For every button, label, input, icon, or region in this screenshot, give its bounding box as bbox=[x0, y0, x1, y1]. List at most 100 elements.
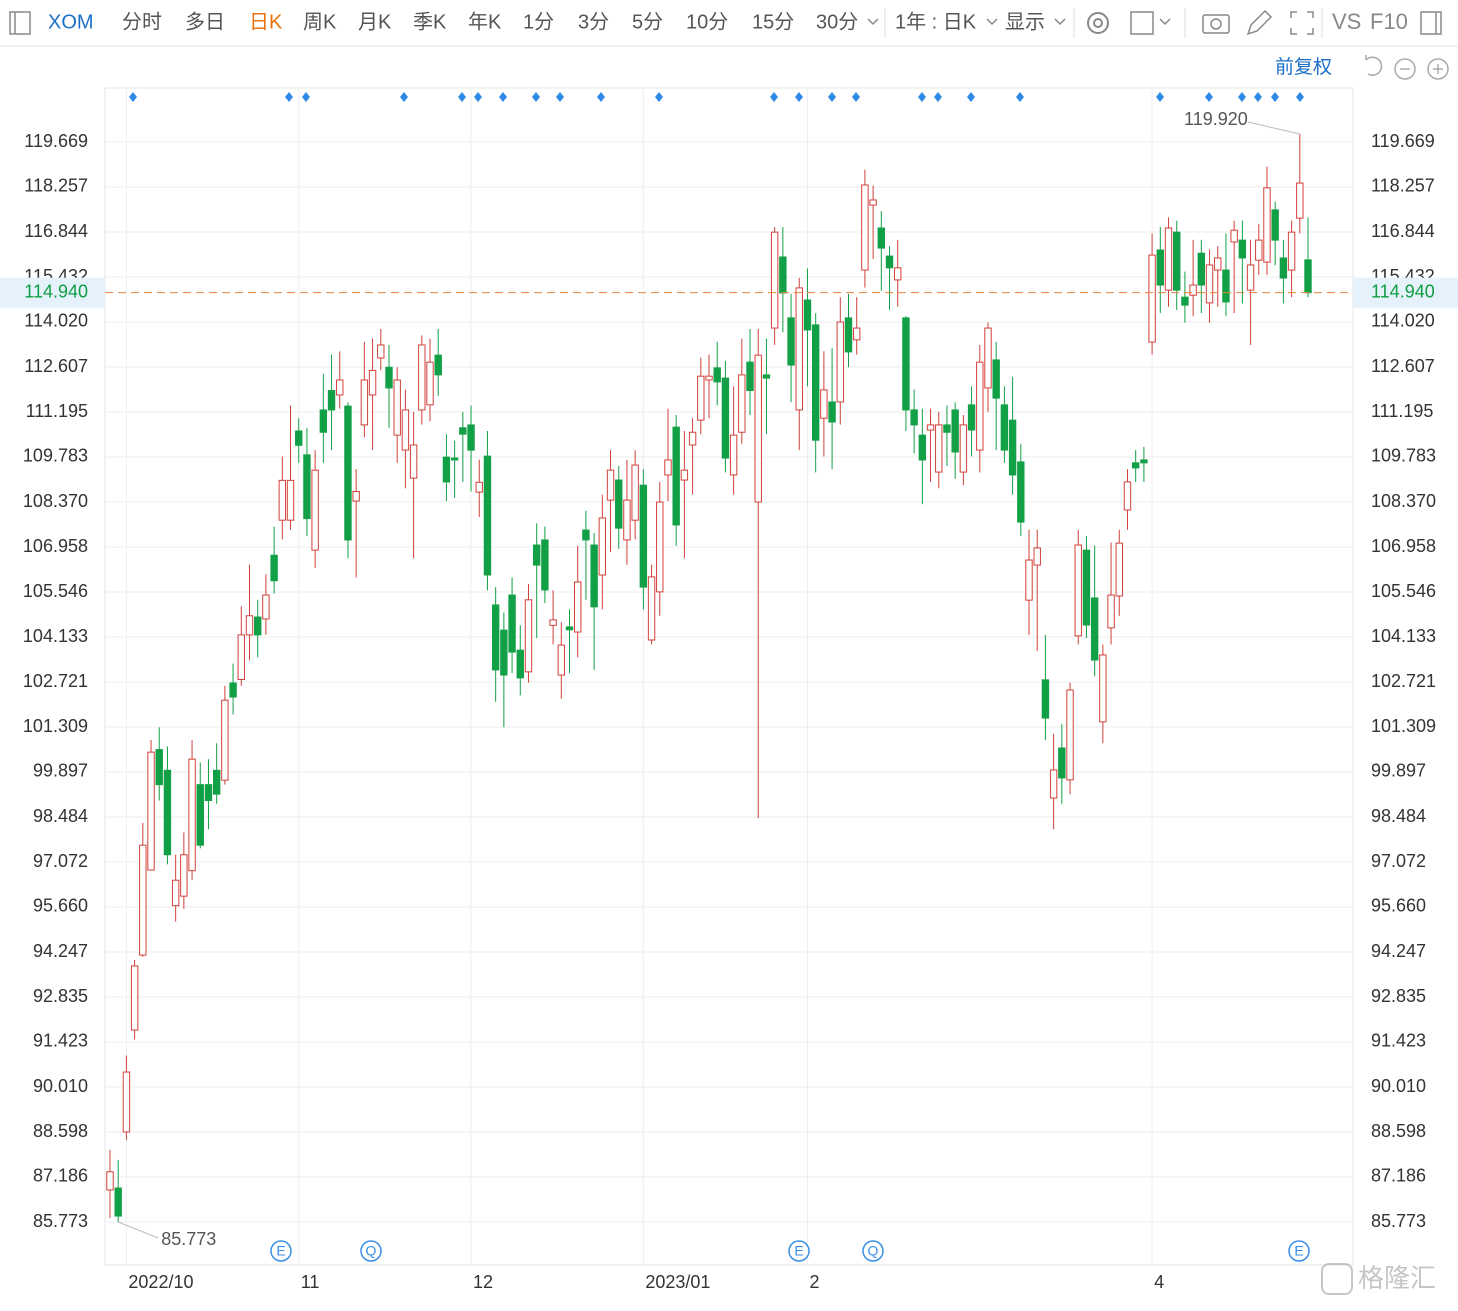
news-marker[interactable] bbox=[532, 92, 540, 102]
period-tab[interactable]: 1分 bbox=[523, 10, 554, 33]
event-badge[interactable] bbox=[360, 1240, 382, 1262]
candle-body bbox=[163, 769, 172, 856]
news-marker[interactable] bbox=[597, 92, 605, 102]
y2-tick-label: 104.133 bbox=[1371, 626, 1436, 646]
zoom-out[interactable] bbox=[1394, 58, 1416, 80]
display-select[interactable]: 显示 bbox=[1005, 11, 1045, 33]
news-marker[interactable] bbox=[1271, 92, 1279, 102]
candle-body bbox=[598, 517, 607, 576]
candle-body bbox=[1279, 257, 1288, 279]
news-marker[interactable] bbox=[1238, 92, 1246, 102]
candle-body bbox=[877, 227, 886, 249]
y2-tick-label: 102.721 bbox=[1371, 671, 1436, 691]
candle-body bbox=[590, 544, 598, 608]
symbol[interactable]: XOM bbox=[48, 11, 94, 33]
candle-body bbox=[656, 501, 664, 593]
period-tab[interactable]: 周K bbox=[303, 11, 337, 33]
news-marker[interactable] bbox=[795, 92, 803, 102]
news-marker[interactable] bbox=[934, 92, 942, 102]
candle-body bbox=[475, 481, 483, 493]
settings-icon[interactable] bbox=[1087, 12, 1109, 34]
news-marker[interactable] bbox=[499, 92, 507, 102]
period-tab[interactable]: 10分 bbox=[686, 10, 728, 33]
candle-body bbox=[377, 344, 385, 359]
candle-body bbox=[754, 354, 762, 503]
news-marker[interactable] bbox=[828, 92, 836, 102]
period-tab[interactable]: 15分 bbox=[752, 10, 794, 33]
candle-body bbox=[729, 434, 738, 476]
candle-body bbox=[1238, 239, 1247, 259]
candle-body bbox=[976, 361, 984, 451]
style-icon[interactable] bbox=[1130, 11, 1154, 35]
candle-body bbox=[532, 544, 541, 566]
candle-body bbox=[574, 581, 582, 633]
plot-frame bbox=[104, 87, 1354, 1266]
event-badge[interactable] bbox=[862, 1240, 884, 1262]
compare[interactable]: VS bbox=[1332, 9, 1361, 34]
y2-tick-label: 108.370 bbox=[1371, 491, 1436, 511]
draw-icon[interactable] bbox=[1246, 9, 1273, 36]
event-badge[interactable] bbox=[1288, 1240, 1310, 1262]
event-badge[interactable] bbox=[788, 1240, 810, 1262]
news-marker[interactable] bbox=[285, 92, 293, 102]
news-marker[interactable] bbox=[302, 92, 310, 102]
fullscreen-icon[interactable] bbox=[1290, 11, 1314, 35]
period-tab[interactable]: 年K bbox=[468, 10, 502, 33]
candle-body bbox=[606, 469, 615, 501]
candle-body bbox=[1074, 544, 1082, 637]
news-marker[interactable] bbox=[918, 92, 926, 102]
y2-tick-label: 88.598 bbox=[1371, 1121, 1426, 1141]
y-tick-label: 114.020 bbox=[24, 311, 88, 331]
y-tick-label: 98.484 bbox=[33, 806, 88, 826]
candle-body bbox=[861, 184, 869, 271]
news-marker[interactable] bbox=[1156, 92, 1164, 102]
candle-body bbox=[262, 594, 270, 620]
y-tick-label: 106.958 bbox=[23, 536, 88, 556]
period-tab[interactable]: 季K bbox=[413, 10, 447, 33]
news-marker[interactable] bbox=[458, 92, 466, 102]
news-marker[interactable] bbox=[1296, 92, 1304, 102]
candle-body bbox=[918, 434, 927, 461]
news-marker[interactable] bbox=[967, 92, 975, 102]
candle-body bbox=[1205, 264, 1214, 304]
panel-toggle[interactable] bbox=[1420, 11, 1442, 35]
news-marker[interactable] bbox=[655, 92, 663, 102]
candle-body bbox=[557, 644, 566, 676]
f10[interactable]: F10 bbox=[1370, 9, 1408, 34]
x-tick-label: 11 bbox=[301, 1272, 320, 1292]
candle-body bbox=[1049, 769, 1058, 799]
period-tab[interactable]: 分时 bbox=[122, 10, 162, 33]
zoom-in[interactable] bbox=[1427, 58, 1449, 80]
camera-icon[interactable] bbox=[1202, 14, 1230, 34]
sidebar-toggle[interactable] bbox=[9, 11, 31, 35]
period-tab[interactable]: 3分 bbox=[578, 10, 609, 33]
news-marker[interactable] bbox=[474, 92, 482, 102]
toolbar bbox=[0, 0, 1458, 46]
period-tab[interactable]: 日K bbox=[249, 11, 283, 33]
period-tab[interactable]: 5分 bbox=[632, 10, 663, 33]
adjust-mode[interactable]: 前复权 bbox=[1275, 56, 1332, 78]
news-marker[interactable] bbox=[556, 92, 564, 102]
candle-body bbox=[951, 409, 959, 453]
range-select[interactable]: 1年 : 日K bbox=[895, 10, 977, 33]
news-marker[interactable] bbox=[770, 92, 778, 102]
candle-body bbox=[1197, 252, 1206, 286]
news-marker[interactable] bbox=[129, 92, 137, 102]
candle-body bbox=[1025, 559, 1033, 601]
period-tab[interactable]: 多日 bbox=[185, 10, 225, 33]
news-marker[interactable] bbox=[852, 92, 860, 102]
y-tick-label: 109.783 bbox=[23, 446, 88, 466]
news-marker[interactable] bbox=[400, 92, 408, 102]
event-badge[interactable] bbox=[270, 1240, 292, 1262]
candle-body bbox=[549, 619, 557, 626]
news-marker[interactable] bbox=[1016, 92, 1024, 102]
period-tab[interactable]: 月K bbox=[358, 11, 392, 33]
period-tab[interactable]: 30分 bbox=[816, 10, 858, 33]
news-marker[interactable] bbox=[1254, 92, 1262, 102]
reset-icon[interactable] bbox=[1365, 55, 1383, 76]
candle-body bbox=[1000, 404, 1009, 451]
last-price-label: 114.940 bbox=[24, 281, 88, 301]
candle-body bbox=[828, 401, 836, 423]
news-marker[interactable] bbox=[1205, 92, 1213, 102]
zoom-in-sign bbox=[1433, 64, 1443, 74]
